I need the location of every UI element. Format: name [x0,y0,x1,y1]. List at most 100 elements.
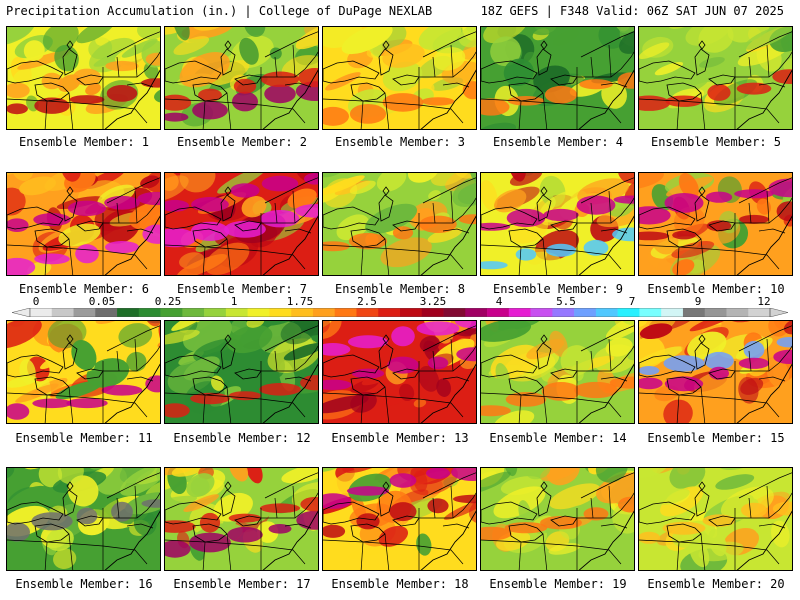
ensemble-map-panel [164,172,319,276]
precipitation-map [165,321,318,423]
precipitation-map [639,468,792,570]
colorbar-swatch [465,308,488,317]
precipitation-map [481,173,634,275]
colorbar-swatch [682,308,705,317]
station-marker-icon [540,481,548,491]
precipitation-colorbar [12,308,788,317]
colorbar-tick-label: 1 [230,295,238,308]
colorbar-swatch [312,308,335,317]
ensemble-member-label: Ensemble Member: 9 [492,282,624,296]
ensemble-member-label: Ensemble Member: 18 [331,577,469,591]
colorbar-swatch [595,308,618,317]
ensemble-member-label: Ensemble Member: 1 [18,135,150,149]
ensemble-member-label: Ensemble Member: 4 [492,135,624,149]
colorbar-swatch [443,308,466,317]
colorbar-swatch [117,308,140,317]
colorbar-tick-label: 3.25 [419,295,447,308]
colorbar-swatch [225,308,248,317]
ensemble-map-panel [480,467,635,571]
ensemble-map-panel [6,320,161,424]
station-marker-icon [66,334,74,344]
ensemble-map-panel [322,26,477,130]
precipitation-map [481,321,634,423]
colorbar-swatch [552,308,575,317]
station-marker-icon [224,481,232,491]
precipitation-map [323,27,476,129]
precipitation-map [639,27,792,129]
colorbar-swatch [487,308,510,317]
station-marker-icon [540,40,548,50]
station-marker-icon [66,40,74,50]
ensemble-map-panel [164,320,319,424]
colorbar-swatch [726,308,749,317]
model-run-info: 18Z GEFS | F348 Valid: 06Z SAT JUN 07 20… [480,4,784,18]
ensemble-map-panel [6,467,161,571]
precipitation-map [165,468,318,570]
precipitation-map [7,173,160,275]
chart-title: Precipitation Accumulation (in.) | Colle… [6,4,433,18]
ensemble-map-panel [480,320,635,424]
ensemble-member-label: Ensemble Member: 2 [176,135,308,149]
colorbar-swatch [508,308,531,317]
colorbar-swatch [356,308,379,317]
ensemble-member-label: Ensemble Member: 6 [18,282,150,296]
ensemble-map-panel [6,26,161,130]
ensemble-member-label: Ensemble Member: 13 [331,431,469,445]
station-marker-icon [698,334,706,344]
colorbar-swatch [400,308,423,317]
ensemble-member-label: Ensemble Member: 14 [489,431,627,445]
precipitation-map [323,173,476,275]
colorbar-swatch [617,308,640,317]
ensemble-member-label: Ensemble Member: 12 [173,431,311,445]
ensemble-map-panel [638,26,793,130]
precipitation-map [165,27,318,129]
station-marker-icon [698,40,706,50]
precipitation-map [165,173,318,275]
station-marker-icon [382,186,390,196]
station-marker-icon [224,334,232,344]
ensemble-member-label: Ensemble Member: 17 [173,577,311,591]
colorbar-tick-label: 7 [628,295,636,308]
ensemble-map-panel [638,172,793,276]
precipitation-map [7,321,160,423]
station-marker-icon [698,481,706,491]
colorbar-swatch [334,308,357,317]
ensemble-map-panel [638,320,793,424]
colorbar-swatch [247,308,270,317]
precipitation-map [323,468,476,570]
precipitation-map [323,321,476,423]
station-marker-icon [382,40,390,50]
colorbar-swatch [95,308,118,317]
station-marker-icon [540,186,548,196]
colorbar-tick-label: 0.25 [154,295,182,308]
colorbar-right-arrow [769,308,788,317]
precipitation-map [481,468,634,570]
ensemble-member-label: Ensemble Member: 16 [15,577,153,591]
ensemble-map-panel [480,172,635,276]
colorbar-tick-label: 9 [694,295,702,308]
ensemble-map-panel [6,172,161,276]
ensemble-map-panel [322,172,477,276]
station-marker-icon [66,481,74,491]
precipitation-map [7,27,160,129]
colorbar-swatch [291,308,314,317]
colorbar-swatch [138,308,161,317]
colorbar-swatch [421,308,444,317]
ensemble-member-label: Ensemble Member: 5 [650,135,782,149]
colorbar-swatch [204,308,227,317]
ensemble-map-panel [164,26,319,130]
colorbar-swatch [639,308,662,317]
colorbar-swatch [269,308,292,317]
colorbar-swatch [574,308,597,317]
colorbar-swatch [51,308,74,317]
ensemble-member-label: Ensemble Member: 20 [647,577,785,591]
ensemble-member-label: Ensemble Member: 15 [647,431,785,445]
station-marker-icon [698,186,706,196]
colorbar-tick-label: 5.5 [556,295,576,308]
station-marker-icon [224,40,232,50]
colorbar-tick-label: 2.5 [357,295,377,308]
colorbar-tick-label: 1.75 [286,295,314,308]
ensemble-map-panel [480,26,635,130]
precipitation-map [7,468,160,570]
colorbar-left-arrow [12,308,31,317]
